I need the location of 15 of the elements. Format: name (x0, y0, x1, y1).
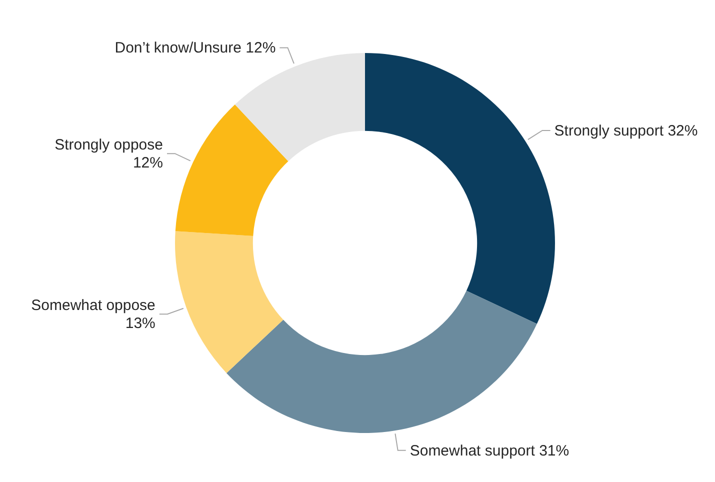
donut-slice (234, 53, 365, 162)
data-label: 12% (246, 40, 276, 57)
donut-slice (226, 290, 537, 433)
donut-slice (365, 53, 555, 324)
data-label: 12% (132, 154, 163, 172)
slice-label: Somewhat oppose (31, 297, 156, 314)
donut-slice (175, 104, 288, 236)
slice-label: Strongly oppose (54, 136, 163, 154)
slice-label: Strongly support (554, 122, 664, 140)
slice-label: Don’t know/Unsure (114, 40, 242, 57)
data-label: 32% (668, 122, 698, 140)
donut-slice (175, 231, 284, 374)
data-label: 31% (539, 442, 570, 460)
slice-label: Somewhat support (410, 442, 535, 460)
data-label: 13% (125, 315, 156, 332)
